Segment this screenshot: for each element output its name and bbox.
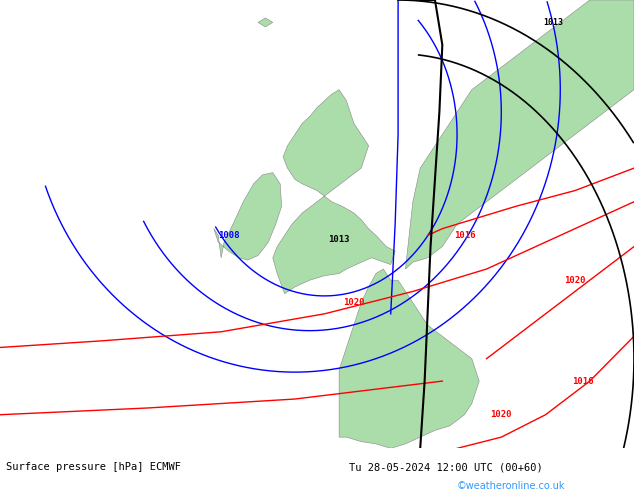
Text: Tu 28-05-2024 12:00 UTC (00+60): Tu 28-05-2024 12:00 UTC (00+60) <box>349 462 543 472</box>
Polygon shape <box>339 269 479 448</box>
Text: Surface pressure [hPa] ECMWF: Surface pressure [hPa] ECMWF <box>6 462 181 472</box>
Text: 1013: 1013 <box>328 235 350 245</box>
Polygon shape <box>406 0 634 269</box>
Polygon shape <box>214 172 281 260</box>
Text: 1016: 1016 <box>454 231 476 240</box>
Text: 1016: 1016 <box>572 377 593 386</box>
Polygon shape <box>258 18 273 27</box>
Text: 1008: 1008 <box>218 231 239 240</box>
Text: 1020: 1020 <box>343 298 365 307</box>
Text: 1013: 1013 <box>543 18 563 27</box>
Text: 1020: 1020 <box>491 410 512 419</box>
Text: 1020: 1020 <box>564 276 586 285</box>
Text: ©weatheronline.co.uk: ©weatheronline.co.uk <box>456 481 565 490</box>
Polygon shape <box>273 90 395 294</box>
